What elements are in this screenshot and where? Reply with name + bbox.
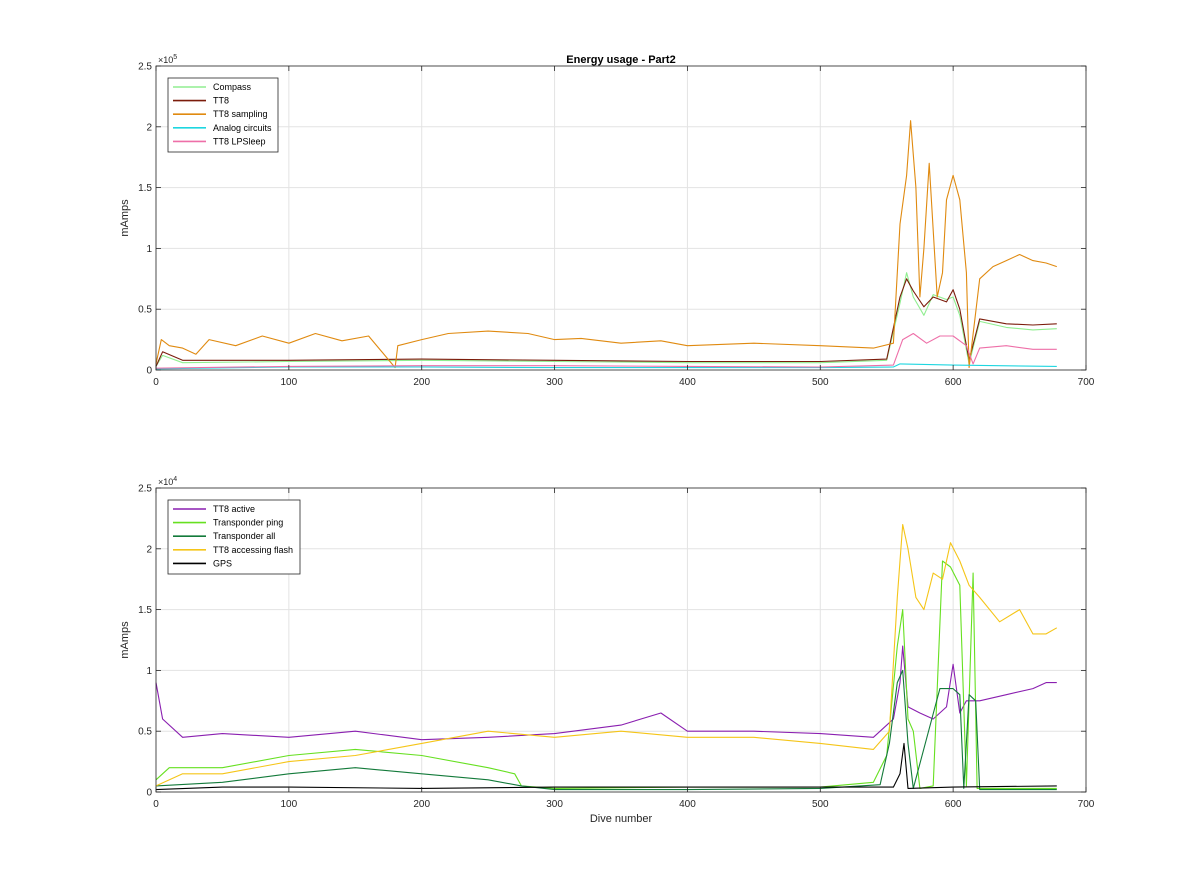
- legend-entry: GPS: [213, 558, 232, 568]
- axes-frame: [155, 65, 1087, 371]
- bottom-axes: 0 100 200 300 400 500 600 700 0 0.5 1 1.5 2 2.5 ×104 mA…: [119, 476, 1095, 825]
- x-tick-label: 500: [812, 799, 829, 810]
- y-axis-label: mAmps: [119, 199, 131, 237]
- series-line: [155, 278, 1057, 367]
- y-tick-label: 0.5: [138, 727, 152, 738]
- plot-area: [156, 488, 1086, 792]
- plot-area: [156, 66, 1086, 370]
- y-tick-label: 1.5: [138, 183, 152, 194]
- x-tick-label: 0: [153, 377, 159, 388]
- y-tick-label: 2.5: [138, 62, 152, 73]
- x-tick-label: 200: [413, 377, 430, 388]
- y-exponent-label: ×105: [158, 54, 177, 65]
- legend-entry: TT8 accessing flash: [213, 545, 293, 555]
- legend-entry: TT8 active: [213, 504, 255, 514]
- y-exponent-label: ×104: [158, 476, 177, 487]
- legend-entry: TT8 sampling: [213, 109, 268, 119]
- x-tick-label: 100: [281, 377, 298, 388]
- x-tick-label: 100: [281, 799, 298, 810]
- axes-frame: [155, 487, 1087, 793]
- legend-entry: Transponder ping: [213, 518, 283, 528]
- legend-entry: Compass: [213, 82, 252, 92]
- x-tick-label: 400: [679, 377, 696, 388]
- series-line: [155, 120, 1057, 369]
- x-tick-label: 200: [413, 799, 430, 810]
- x-tick-label: 0: [153, 799, 159, 810]
- x-tick-label: 300: [546, 799, 563, 810]
- x-axis-label: Dive number: [590, 813, 653, 825]
- y-tick-label: 1: [146, 244, 152, 255]
- x-tick-label: 700: [1078, 377, 1095, 388]
- figure-title: Energy usage - Part2: [566, 54, 675, 66]
- x-tick-label: 700: [1078, 799, 1095, 810]
- legend-entry: TT8: [213, 96, 229, 106]
- x-tick-label: 500: [812, 377, 829, 388]
- legend-entry: Transponder all: [213, 531, 275, 541]
- legend-entry: Analog circuits: [213, 123, 272, 133]
- series-line: [155, 523, 1058, 787]
- series-line: [155, 363, 1057, 370]
- y-tick-label: 2: [146, 122, 152, 133]
- top-axes: 0 100 200 300 400 500 600 700 0 0.5 1 1.5 2 2.5 ×105 mA…: [119, 54, 1095, 388]
- y-tick-label: 2.5: [138, 484, 152, 495]
- y-exponent-power: 4: [173, 476, 177, 483]
- series-line: [155, 669, 1057, 791]
- legend-entry: TT8 LPSleep: [213, 136, 266, 146]
- y-tick-label: 0.5: [138, 305, 152, 316]
- y-tick-label: 0: [146, 788, 152, 799]
- y-tick-label: 2: [146, 544, 152, 555]
- y-exponent-power: 5: [173, 54, 177, 61]
- legend-box: [167, 77, 279, 153]
- x-tick-label: 400: [679, 799, 696, 810]
- x-tick-label: 300: [546, 377, 563, 388]
- y-axis-label: mAmps: [119, 621, 131, 659]
- x-tick-label: 600: [945, 377, 962, 388]
- y-tick-label: 1: [146, 666, 152, 677]
- x-tick-label: 600: [945, 799, 962, 810]
- series-line: [155, 332, 1057, 369]
- y-tick-label: 1.5: [138, 605, 152, 616]
- y-tick-label: 0: [146, 366, 152, 377]
